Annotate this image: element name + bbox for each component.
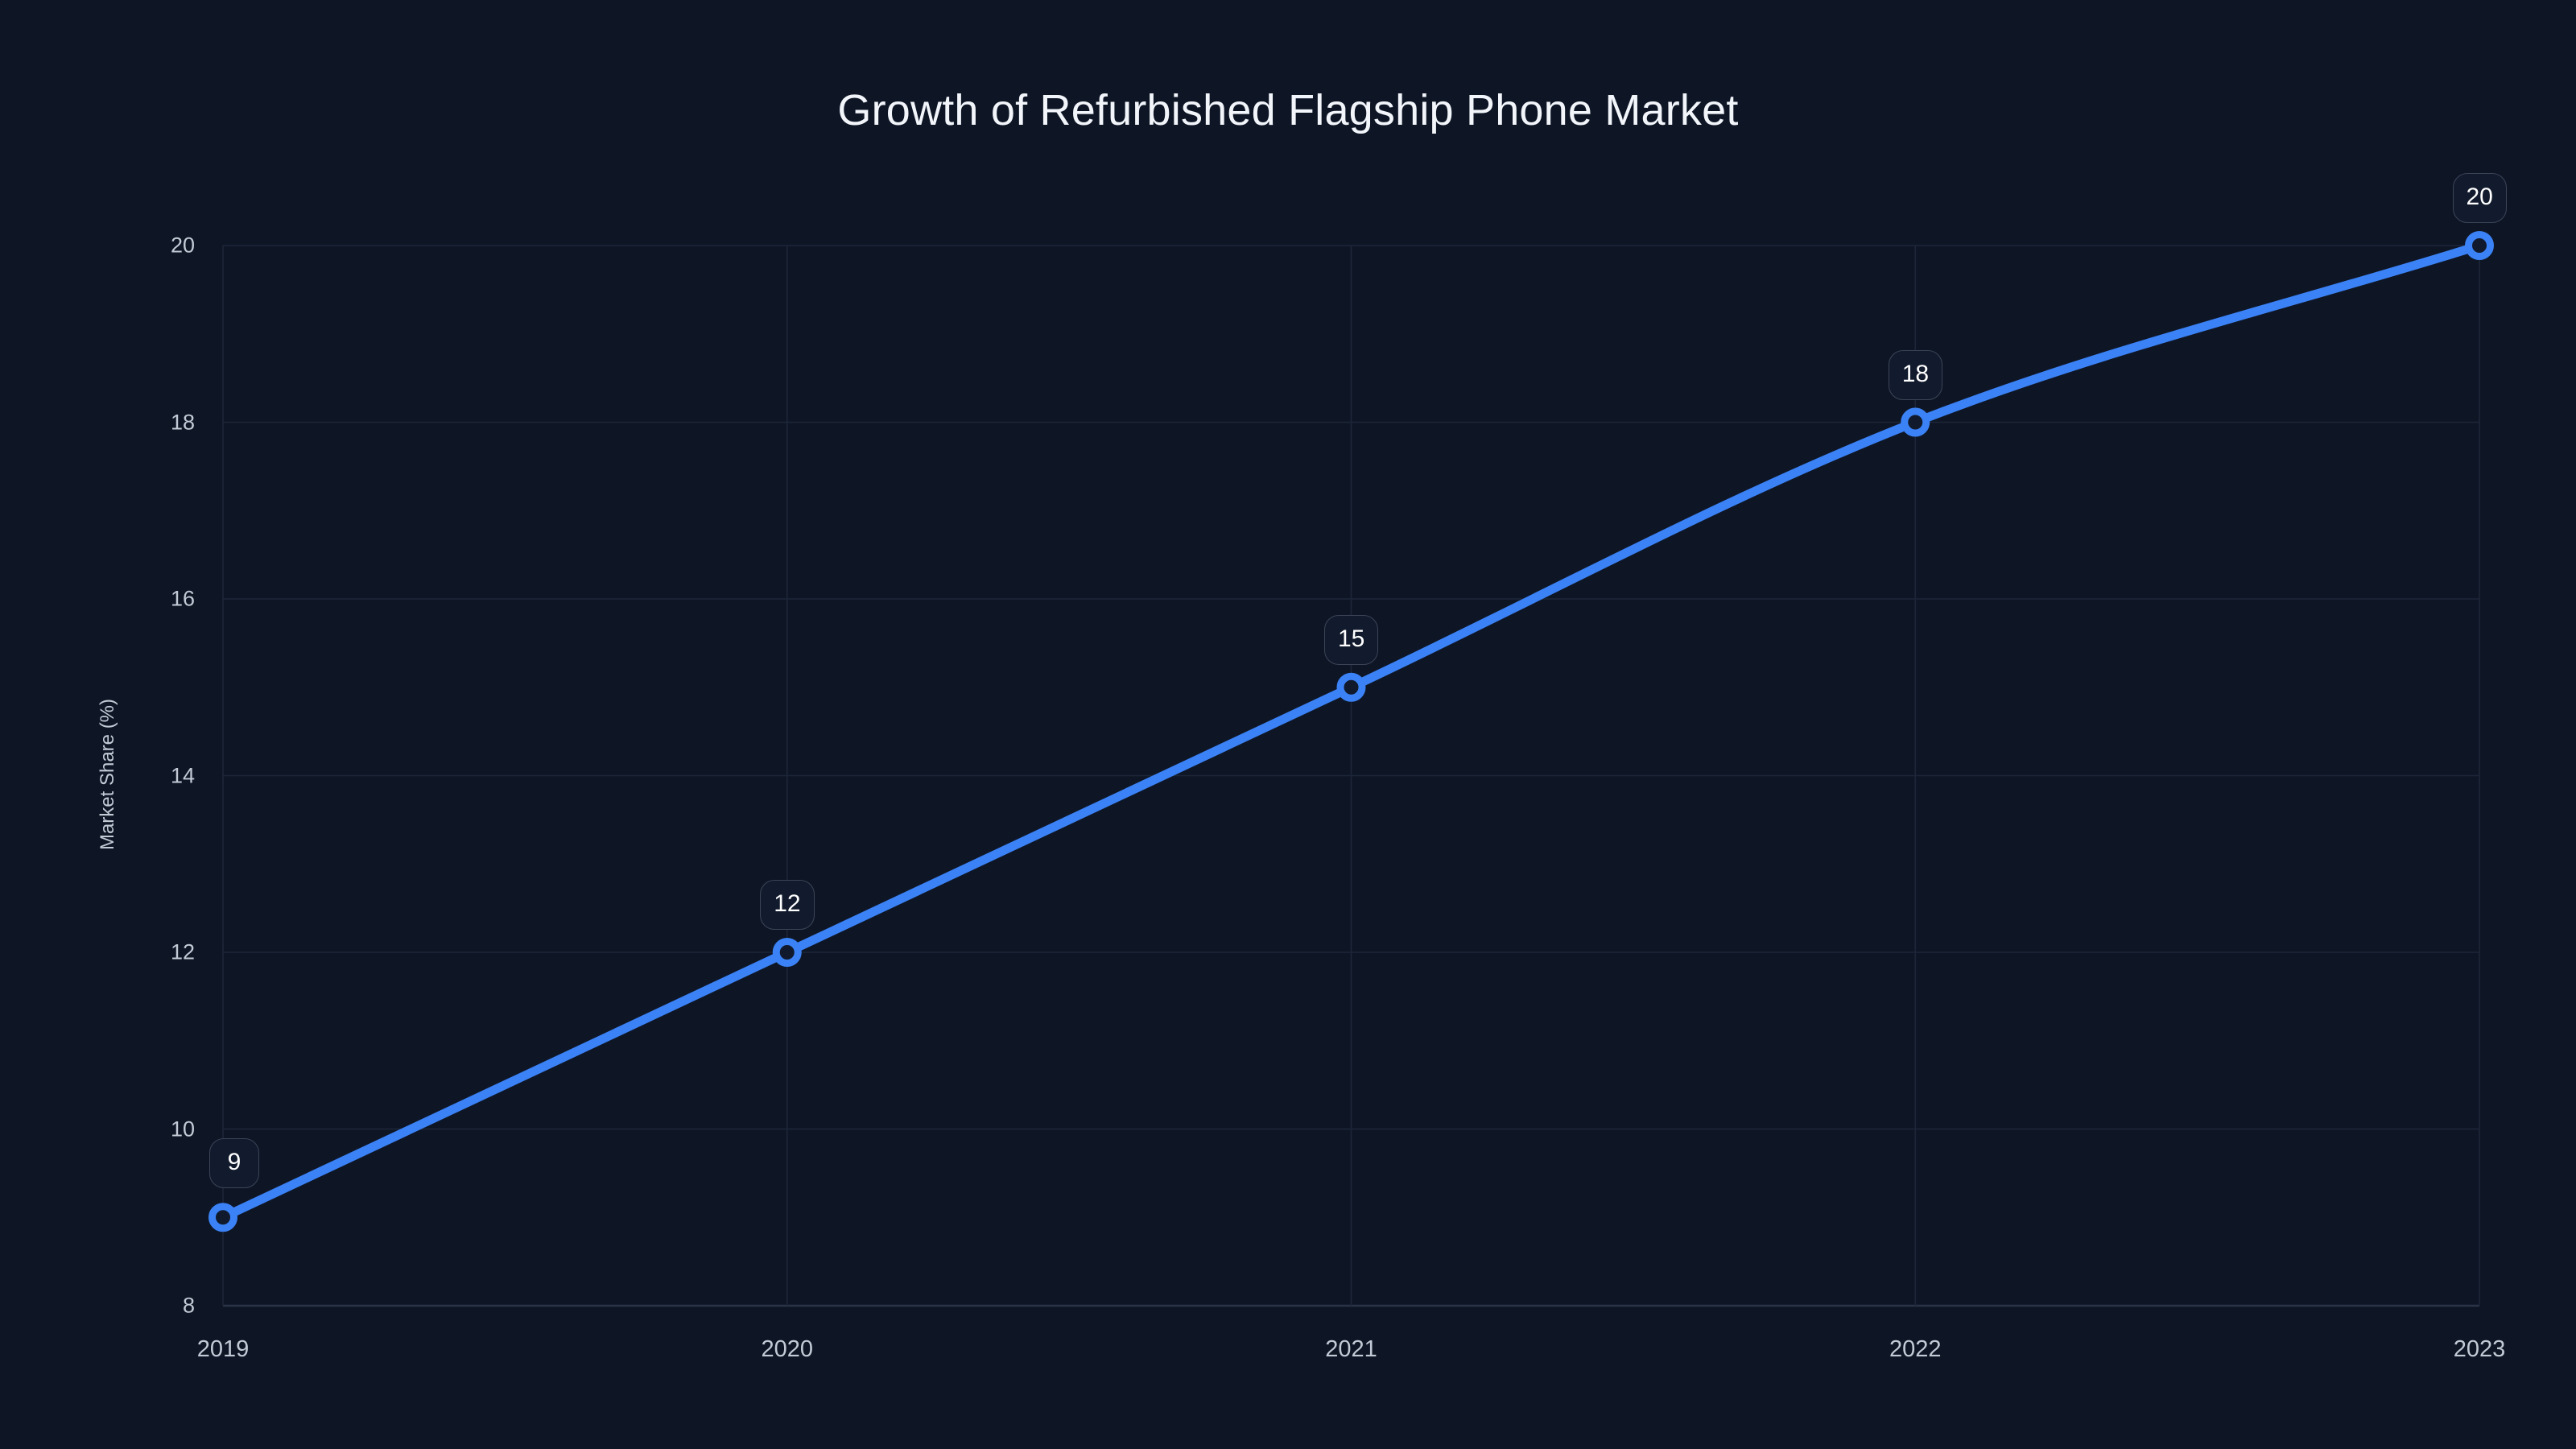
x-axis-tick-2021: 2021 [1325,1336,1377,1362]
y-axis-tick-14: 14 [170,763,195,787]
y-axis-tick-10: 10 [170,1117,195,1141]
x-axis-tick-2019: 2019 [196,1336,250,1362]
data-point-markers [208,231,2494,1232]
y-axis-tick-18: 18 [170,410,195,434]
y-axis-tick-8: 8 [182,1293,195,1318]
data-point-marker[interactable] [772,938,802,967]
data-point-marker[interactable] [1336,672,1366,702]
data-point-marker[interactable] [208,1203,237,1232]
x-axis-tick-2020: 2020 [761,1336,814,1362]
y-axis-tick-20: 20 [170,233,195,258]
x-axis-tick-2023: 2023 [2453,1336,2506,1362]
data-point-marker[interactable] [2465,231,2494,260]
value-badge-2019[interactable]: 9 [209,1138,259,1189]
value-badge-2023[interactable]: 20 [2452,173,2507,223]
value-badge-2021[interactable]: 15 [1324,614,1379,665]
y-axis-title: Market Share (%) [97,698,119,850]
y-axis-tick-12: 12 [170,939,195,964]
line-chart-graphic [208,231,2494,1307]
x-axis-tick-2022: 2022 [1889,1336,1942,1362]
value-badge-2020[interactable]: 12 [760,880,815,930]
plot-area [208,231,2494,1307]
y-axis-tick-16: 16 [170,586,195,611]
data-point-marker[interactable] [1901,407,1930,437]
value-badge-2022[interactable]: 18 [1888,349,1943,400]
chart-title: Growth of Refurbished Flagship Phone Mar… [837,86,1739,134]
